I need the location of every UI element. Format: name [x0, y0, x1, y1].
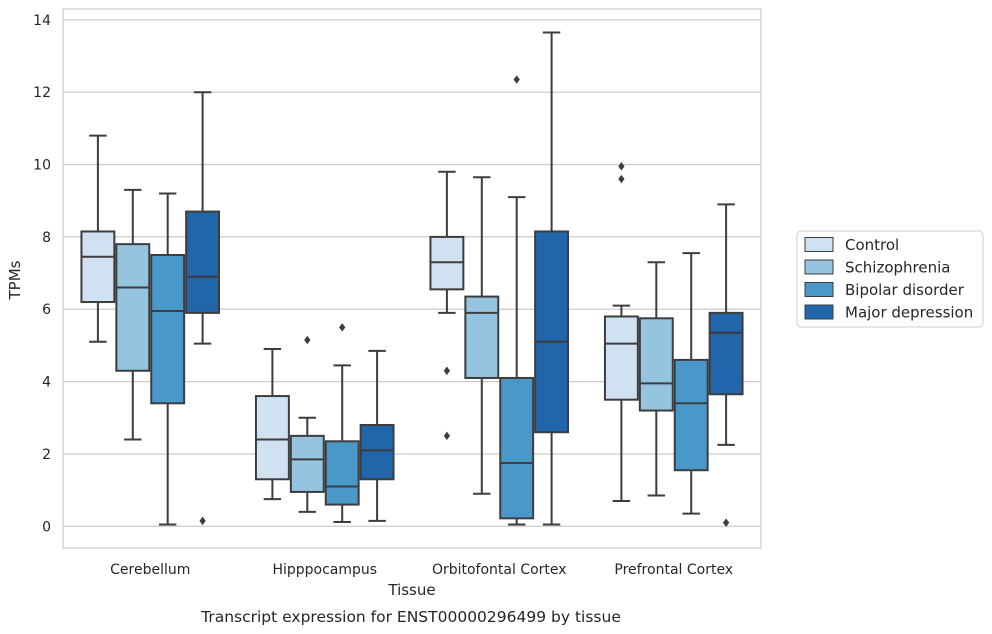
box-bipolar-disorder: [150, 192, 186, 526]
outlier-point: [618, 174, 625, 184]
y-tick-label: 12: [33, 85, 51, 101]
box-schizophrenia: [115, 188, 151, 441]
y-tick-label: 8: [42, 230, 51, 246]
box-body: [289, 434, 325, 493]
box-groups: [80, 31, 744, 527]
box-body: [185, 210, 221, 314]
box-body: [80, 230, 116, 304]
box-body: [673, 358, 709, 472]
outlier-point: [513, 75, 520, 84]
outlier-point: [722, 518, 730, 527]
box-schizophrenia: [464, 176, 500, 495]
legend-swatch: [804, 259, 834, 275]
box-control: [603, 162, 639, 502]
box-control: [254, 348, 290, 501]
box-major-depression: [534, 31, 570, 526]
box-body: [499, 376, 535, 520]
x-tick-labels: Cerebellum Hipppocampus Orbitofontal Corte…: [110, 562, 733, 578]
legend-label: Major depression: [845, 304, 973, 322]
box-major-depression: [185, 91, 221, 526]
outlier-point: [304, 335, 311, 345]
box-body: [534, 230, 570, 434]
y-tick-label: 10: [33, 158, 51, 174]
x-axis-label: Tissue: [387, 581, 435, 599]
box-body: [324, 440, 360, 506]
legend-frame: [796, 230, 984, 328]
x-tick-label: Orbitofontal Cortex: [432, 562, 567, 578]
y-tick-label: 0: [42, 519, 51, 535]
x-tick-label: Cerebellum: [110, 562, 190, 578]
y-tick-label: 6: [42, 302, 51, 318]
box-schizophrenia: [638, 261, 674, 497]
box-major-depression: [708, 203, 744, 527]
plot-area-frame: [62, 8, 762, 549]
x-tick-label: Prefrontal Cortex: [614, 562, 733, 578]
box-body: [603, 315, 639, 401]
legend-swatch: [804, 304, 834, 320]
outlier-point: [199, 516, 206, 526]
box-control: [80, 134, 116, 343]
y-tick-label: 2: [42, 447, 51, 463]
box-body: [150, 253, 186, 405]
legend-label: Bipolar disorder: [845, 281, 965, 299]
box-bipolar-disorder: [324, 323, 360, 523]
legend-label: Schizophrenia: [845, 259, 950, 277]
outlier-point: [618, 162, 625, 171]
legend-swatch: [804, 237, 834, 252]
box-body: [638, 317, 674, 412]
legend: Control Schizophrenia Bipolar disorder Majo…: [796, 230, 984, 328]
box-body: [115, 243, 151, 372]
outlier-point: [339, 323, 346, 332]
chart-caption: Transcript expression for ENST0000029649…: [200, 608, 621, 626]
box-control: [429, 170, 465, 441]
legend-swatch: [804, 282, 834, 297]
box-body: [359, 424, 395, 481]
outlier-point: [443, 431, 451, 441]
y-tick-label: 14: [33, 13, 51, 29]
box-bipolar-disorder: [673, 252, 709, 515]
box-schizophrenia: [289, 335, 325, 513]
legend-label: Control: [845, 236, 899, 254]
y-tick-label: 4: [42, 375, 51, 391]
box-bipolar-disorder: [499, 75, 535, 526]
outlier-point: [443, 366, 451, 375]
box-body: [708, 311, 744, 396]
x-tick-label: Hipppocampus: [272, 562, 377, 578]
y-axis-label: TPMs: [6, 260, 24, 300]
box-body: [464, 295, 500, 379]
y-tick-labels: 0 2 4 6 8 10 12 14: [33, 13, 51, 535]
box-body: [254, 395, 290, 481]
box-major-depression: [359, 349, 395, 522]
